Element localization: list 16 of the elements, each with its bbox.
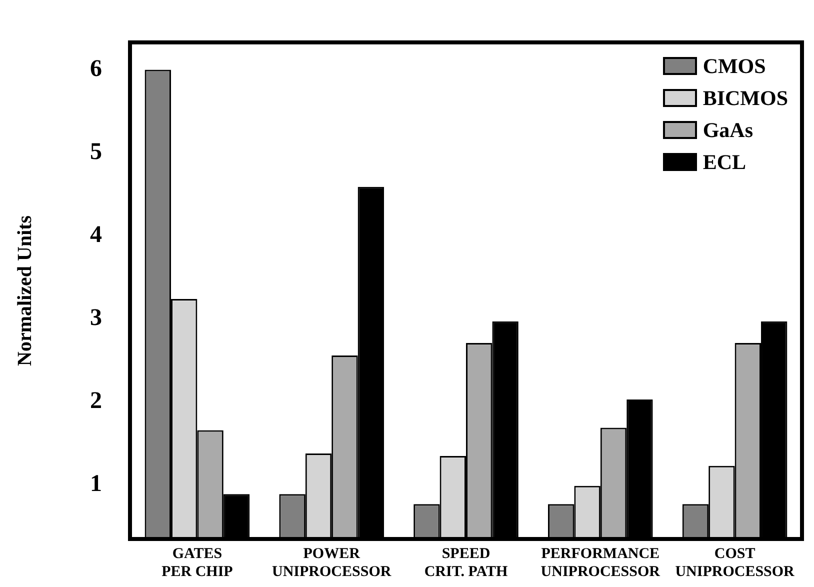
legend-label: GaAs <box>702 117 753 144</box>
y-tick-label: 2 <box>90 388 102 414</box>
y-tick-label: 1 <box>90 471 102 498</box>
y-tick-label: 5 <box>90 139 102 166</box>
x-tick-label: COST UNIPROCESSOR <box>675 546 795 580</box>
legend-label: CMOS <box>702 53 766 80</box>
legend-label: ECL <box>702 149 746 176</box>
y-axis-title: Normalized Units <box>14 215 36 366</box>
x-tick-label: SPEED CRIT. PATH <box>424 546 508 580</box>
y-tick-label: 3 <box>90 305 102 332</box>
x-tick-label: PERFORMANCE UNIPROCESSOR <box>540 546 660 580</box>
x-tick-label: GATES PER CHIP <box>162 546 233 580</box>
x-tick-label: POWER UNIPROCESSOR <box>272 546 392 580</box>
y-tick-label: 4 <box>90 222 102 248</box>
y-tick-label: 6 <box>90 56 102 82</box>
legend-label: BICMOS <box>702 85 788 112</box>
